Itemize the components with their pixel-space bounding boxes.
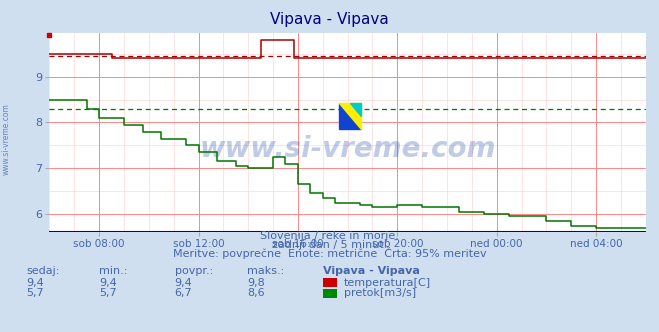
Text: Vipava - Vipava: Vipava - Vipava xyxy=(323,266,420,276)
Polygon shape xyxy=(339,103,361,129)
Polygon shape xyxy=(339,103,361,129)
Text: Slovenija / reke in morje.: Slovenija / reke in morje. xyxy=(260,231,399,241)
Text: 5,7: 5,7 xyxy=(26,288,44,298)
Text: 8,6: 8,6 xyxy=(247,288,265,298)
Text: 9,4: 9,4 xyxy=(175,278,192,288)
Text: 9,4: 9,4 xyxy=(99,278,117,288)
Text: www.si-vreme.com: www.si-vreme.com xyxy=(200,135,496,163)
Text: pretok[m3/s]: pretok[m3/s] xyxy=(344,288,416,298)
Text: sedaj:: sedaj: xyxy=(26,266,60,276)
Text: Vipava - Vipava: Vipava - Vipava xyxy=(270,12,389,27)
Text: 6,7: 6,7 xyxy=(175,288,192,298)
Text: 9,4: 9,4 xyxy=(26,278,44,288)
Text: povpr.:: povpr.: xyxy=(175,266,213,276)
Text: maks.:: maks.: xyxy=(247,266,285,276)
Text: min.:: min.: xyxy=(99,266,127,276)
Text: zadnji dan / 5 minut.: zadnji dan / 5 minut. xyxy=(272,240,387,250)
Text: 9,8: 9,8 xyxy=(247,278,265,288)
Polygon shape xyxy=(350,103,361,116)
Text: Meritve: povprečne  Enote: metrične  Črta: 95% meritev: Meritve: povprečne Enote: metrične Črta:… xyxy=(173,247,486,259)
Text: temperatura[C]: temperatura[C] xyxy=(344,278,431,288)
Text: 5,7: 5,7 xyxy=(99,288,117,298)
Text: www.si-vreme.com: www.si-vreme.com xyxy=(2,104,11,175)
